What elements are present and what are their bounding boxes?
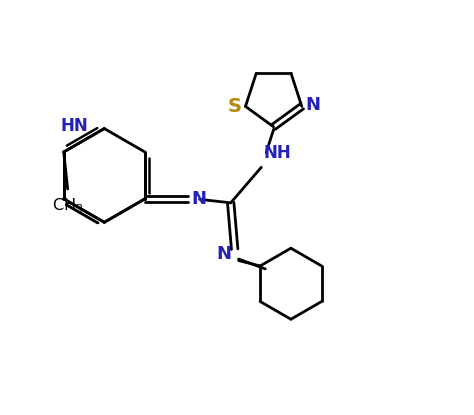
Text: NH: NH bbox=[264, 144, 292, 162]
Text: N: N bbox=[306, 96, 321, 115]
Text: N: N bbox=[216, 245, 231, 263]
Text: S: S bbox=[228, 97, 242, 116]
Text: CH$_3$: CH$_3$ bbox=[52, 196, 83, 215]
Text: N: N bbox=[191, 190, 206, 208]
Text: HN: HN bbox=[61, 117, 89, 135]
